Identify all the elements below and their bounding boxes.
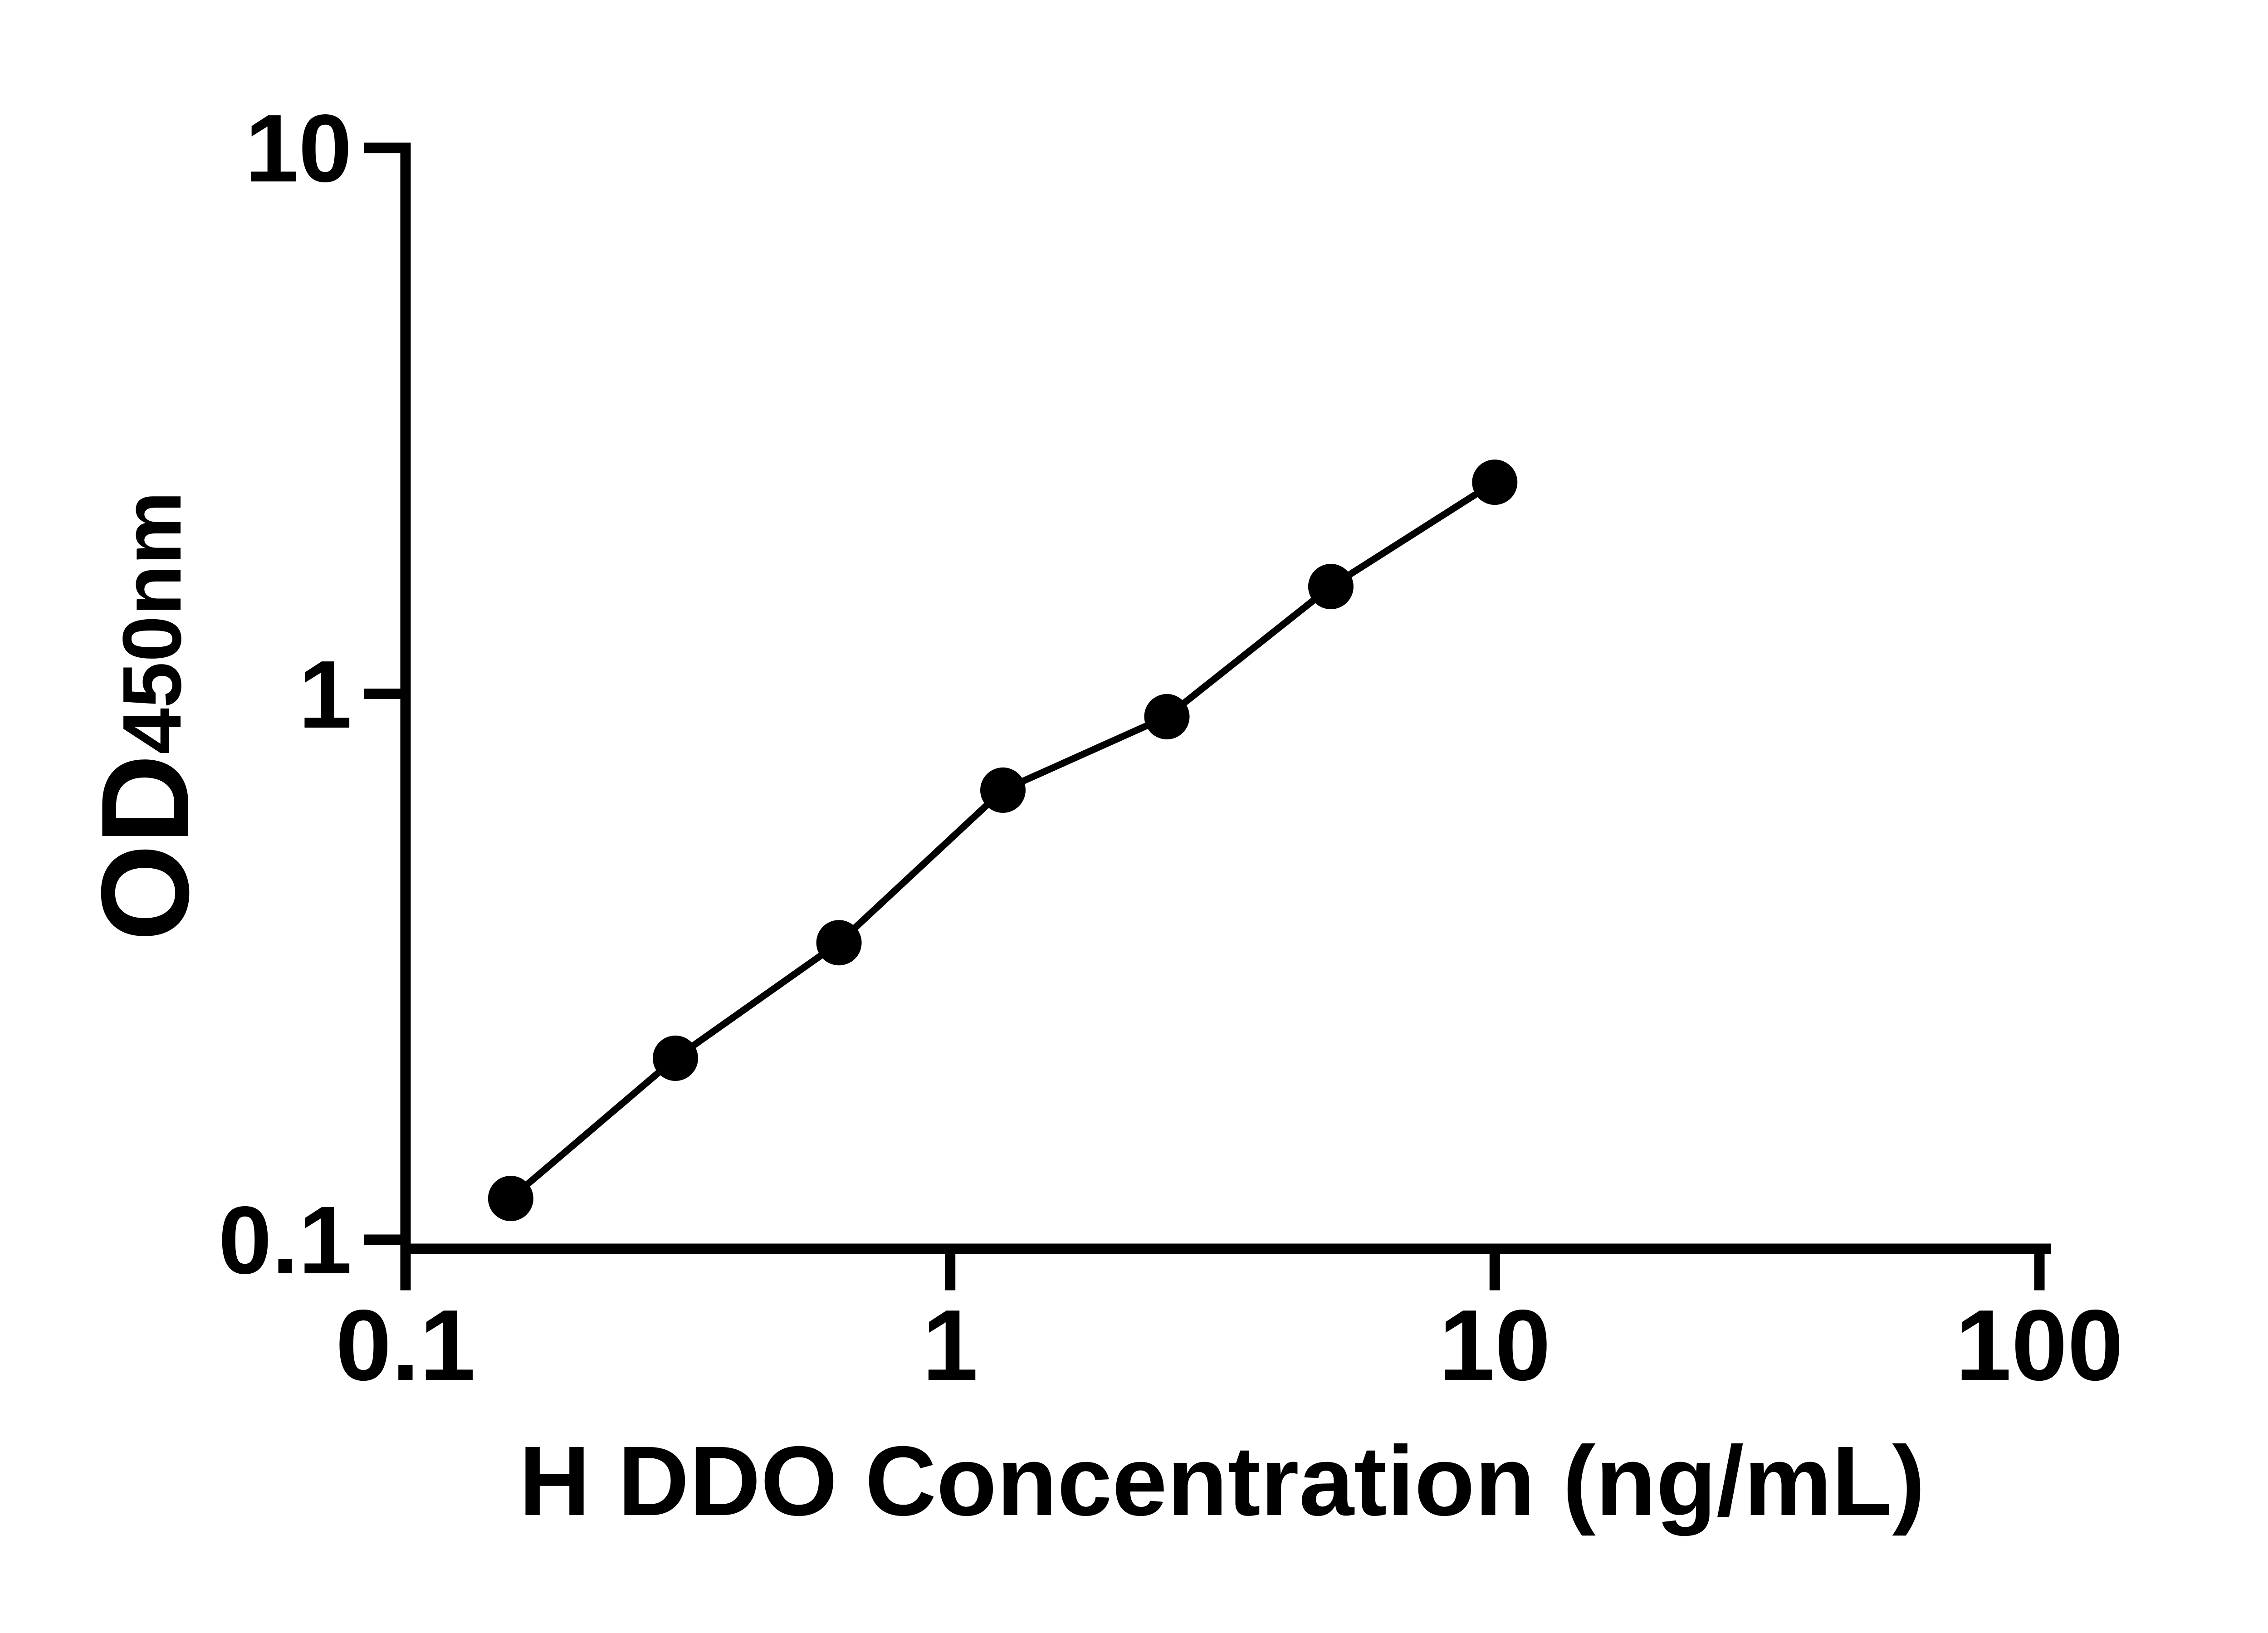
svg-text:10: 10: [1439, 1289, 1551, 1402]
svg-text:10: 10: [245, 94, 352, 202]
svg-text:H DDO Concentration (ng/mL): H DDO Concentration (ng/mL): [519, 1426, 1925, 1536]
svg-text:OD450nm: OD450nm: [76, 491, 215, 941]
svg-text:1: 1: [922, 1289, 978, 1402]
svg-text:0.1: 0.1: [336, 1289, 476, 1402]
svg-text:100: 100: [1955, 1289, 2123, 1402]
svg-text:1: 1: [298, 640, 352, 748]
svg-text:0.1: 0.1: [218, 1186, 352, 1294]
